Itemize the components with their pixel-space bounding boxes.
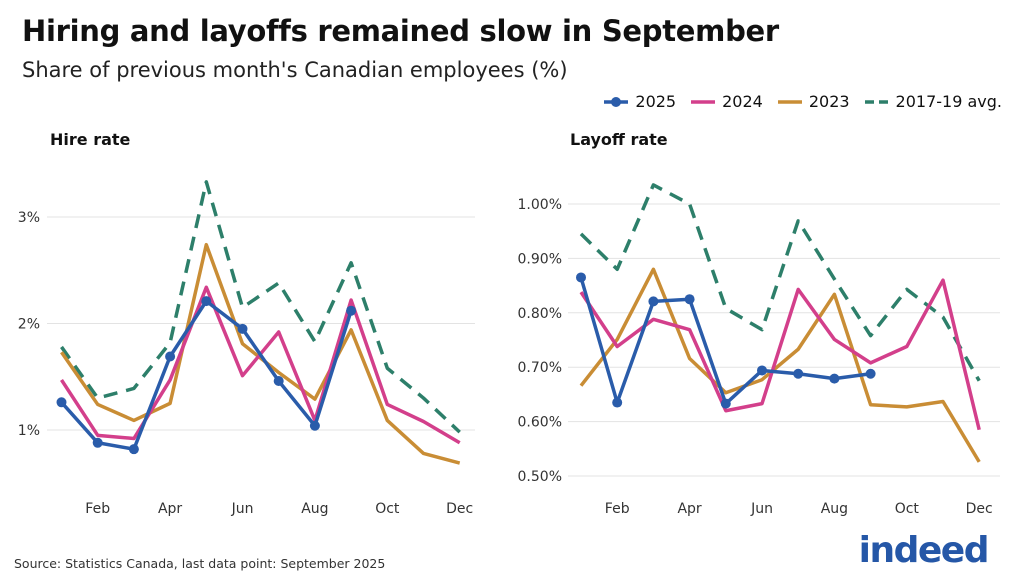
legend-swatch-2023 xyxy=(777,99,802,104)
chart-subtitle: Share of previous month's Canadian emplo… xyxy=(22,58,568,82)
data-point-2025 xyxy=(273,376,284,387)
x-tick-label: Jun xyxy=(750,501,773,517)
data-point-2025 xyxy=(128,444,139,455)
y-tick-label: 0.50% xyxy=(518,469,562,485)
legend: 2025 2024 2023 2017-19 avg. xyxy=(603,92,1002,111)
series-line-2024 xyxy=(579,278,981,431)
y-tick-label: 0.70% xyxy=(518,360,562,376)
legend-item-2025: 2025 xyxy=(603,92,676,111)
x-tick-label: Oct xyxy=(375,501,400,517)
x-tick-label: Apr xyxy=(158,501,182,517)
series-line-2023 xyxy=(579,267,981,463)
y-tick-label: 1.00% xyxy=(518,197,562,213)
layoff-rate-title: Layoff rate xyxy=(570,130,668,149)
legend-swatch-2017-19 xyxy=(864,99,889,104)
data-point-2025 xyxy=(793,368,804,379)
data-point-2025 xyxy=(865,368,876,379)
data-point-2025 xyxy=(684,294,695,305)
data-point-2025 xyxy=(92,437,103,448)
x-tick-label: Oct xyxy=(895,501,920,517)
data-point-2025 xyxy=(201,296,212,307)
y-tick-label: 1% xyxy=(18,423,40,439)
y-tick-label: 0.90% xyxy=(518,251,562,267)
data-point-2025 xyxy=(648,296,659,307)
series-line-2017-19-avg xyxy=(60,180,461,434)
chart-title: Hiring and layoffs remained slow in Sept… xyxy=(22,14,779,48)
data-point-2025 xyxy=(829,373,840,384)
data-point-2025 xyxy=(720,398,731,409)
legend-item-2017-19: 2017-19 avg. xyxy=(864,92,1002,111)
data-point-2025 xyxy=(346,305,357,316)
legend-swatch-2024 xyxy=(691,99,716,104)
x-tick-label: Dec xyxy=(966,501,993,517)
legend-item-2023: 2023 xyxy=(777,92,850,111)
legend-label: 2024 xyxy=(722,92,763,111)
data-point-2025 xyxy=(309,420,320,431)
y-tick-label: 0.80% xyxy=(518,306,562,322)
indeed-logo: indeed xyxy=(858,530,990,571)
y-tick-label: 0.60% xyxy=(518,415,562,431)
legend-label: 2017-19 avg. xyxy=(895,92,1002,111)
legend-swatch-2025 xyxy=(604,96,629,107)
x-tick-label: Jun xyxy=(231,501,254,517)
hire-rate-title: Hire rate xyxy=(50,130,131,149)
legend-item-2024: 2024 xyxy=(690,92,763,111)
x-tick-label: Feb xyxy=(85,501,110,517)
legend-label: 2025 xyxy=(635,92,677,111)
source-note: Source: Statistics Canada, last data poi… xyxy=(14,556,386,571)
data-point-2025 xyxy=(165,351,176,362)
data-point-2025 xyxy=(576,272,586,283)
series-line-2023 xyxy=(60,242,461,465)
x-tick-label: Aug xyxy=(821,501,848,517)
x-tick-label: Dec xyxy=(446,501,473,517)
data-point-2025 xyxy=(612,397,623,408)
y-tick-label: 2% xyxy=(18,317,40,333)
x-tick-label: Feb xyxy=(605,501,630,517)
series-line-2017-19-avg xyxy=(579,183,981,382)
x-tick-label: Apr xyxy=(677,501,701,517)
legend-label: 2023 xyxy=(808,92,850,111)
x-tick-label: Aug xyxy=(301,501,328,517)
y-tick-label: 3% xyxy=(18,210,40,226)
data-point-2025 xyxy=(757,365,767,376)
data-point-2025 xyxy=(237,323,248,334)
data-point-2025 xyxy=(56,397,67,408)
